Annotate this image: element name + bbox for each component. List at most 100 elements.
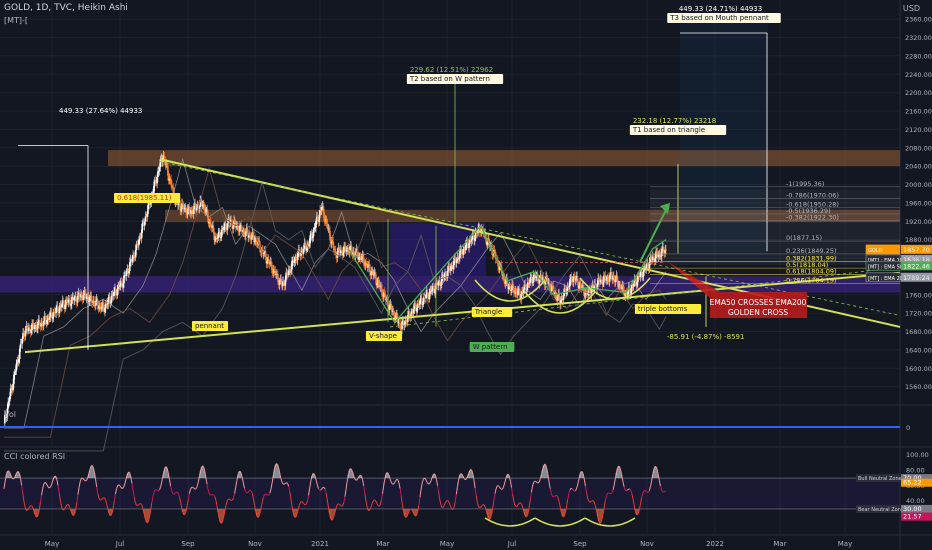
- rsi-line: [375, 500, 378, 504]
- candle-body: [241, 230, 244, 233]
- candle-body: [90, 295, 93, 303]
- rsi-line: [582, 474, 585, 480]
- rsi-line: [48, 486, 51, 489]
- rsi-line: [98, 497, 101, 501]
- rsi-line: [398, 482, 401, 489]
- symbol-title[interactable]: GOLD, 1D, TVC, Heikin Ashi: [4, 3, 128, 13]
- candle-body: [76, 301, 78, 303]
- candle-body: [470, 239, 473, 242]
- candle-body: [277, 281, 280, 285]
- rsi-line: [472, 474, 475, 481]
- candle-body: [170, 179, 172, 186]
- rsi-value: 21.57: [903, 513, 922, 521]
- rsi-line: [229, 499, 232, 501]
- candle-body: [67, 298, 70, 303]
- rsi-pane-label[interactable]: CCI colored RSI: [4, 452, 66, 461]
- candle-body: [426, 291, 429, 297]
- rsi-line: [547, 474, 550, 483]
- triple-bottoms-label: triple bottoms: [638, 305, 688, 313]
- candle-body: [351, 252, 354, 255]
- rsi-line: [148, 516, 151, 522]
- candle-body: [243, 229, 245, 234]
- candle-body: [537, 279, 540, 284]
- candle-body: [265, 257, 268, 264]
- candle-body: [276, 273, 278, 275]
- candle-body: [598, 278, 600, 281]
- rsi-line: [500, 488, 502, 490]
- indicator-legend[interactable]: [MT]-[: [4, 16, 29, 25]
- candle-body: [258, 240, 261, 249]
- candle-body: [129, 258, 132, 263]
- rsi-line: [656, 469, 659, 475]
- candle-body: [148, 201, 150, 206]
- rsi-line: [207, 489, 210, 494]
- candle-body: [498, 266, 500, 270]
- candle-body: [159, 159, 162, 168]
- candle-body: [453, 257, 455, 265]
- candle-body: [8, 401, 10, 403]
- candle-body: [404, 320, 407, 325]
- rsi-line: [132, 490, 135, 498]
- y-tick-label: 2160.00: [905, 108, 932, 116]
- candle-body: [374, 272, 377, 279]
- candle-body: [546, 276, 548, 279]
- candle-body: [166, 164, 168, 167]
- candle-body: [78, 292, 81, 297]
- candle-body: [164, 159, 167, 165]
- rsi-line: [394, 480, 397, 483]
- vol-pane-label[interactable]: Vol: [4, 410, 16, 419]
- rsi-line: [196, 482, 199, 487]
- candle-body: [452, 264, 455, 269]
- candle-body: [518, 288, 521, 296]
- rsi-line: [601, 513, 604, 520]
- rsi-value-bg: [901, 512, 932, 521]
- rsi-line: [386, 472, 389, 474]
- rsi-line: [426, 480, 429, 484]
- rsi-line: [220, 521, 223, 524]
- rsi-value: 65.22: [903, 479, 922, 487]
- candle-body: [115, 293, 118, 296]
- rsi-line: [174, 492, 177, 494]
- candle-body: [94, 303, 96, 306]
- candle-body: [77, 292, 80, 296]
- rsi-line: [160, 481, 163, 487]
- rsi-line: [82, 477, 84, 480]
- candle-body: [313, 227, 316, 230]
- rsi-line: [475, 495, 478, 503]
- golden-cross-line1: EMA50 CROSSES EMA200: [710, 298, 807, 307]
- candle-body: [339, 251, 341, 254]
- rsi-line: [425, 478, 428, 482]
- rsi-line: [341, 505, 344, 507]
- candle-body: [431, 286, 434, 291]
- rsi-line: [569, 488, 572, 491]
- candle-body: [568, 286, 570, 288]
- candle-body: [519, 295, 522, 300]
- rsi-line: [167, 473, 170, 480]
- candle-body: [368, 264, 371, 273]
- candle-body: [407, 311, 410, 316]
- fib-level-label: -1(1995.36): [786, 180, 824, 188]
- rsi-line: [427, 482, 430, 485]
- candle-body: [341, 251, 344, 256]
- candle-body: [661, 248, 663, 256]
- rsi-line: [444, 500, 447, 504]
- ema-10-line: [4, 157, 667, 429]
- rsi-line: [205, 477, 208, 485]
- rsi-line: [252, 498, 255, 505]
- rsi-line: [111, 507, 114, 513]
- candle-body: [102, 302, 105, 308]
- candle-body: [407, 315, 409, 322]
- candle-body: [61, 304, 63, 308]
- rsi-line: [443, 502, 446, 506]
- candle-body: [553, 292, 556, 295]
- candle-body: [253, 241, 256, 243]
- rsi-line: [566, 498, 569, 506]
- rsi-line: [494, 488, 497, 494]
- candle-body: [126, 269, 129, 272]
- candle-body: [529, 277, 532, 283]
- candle-body: [128, 262, 131, 272]
- candle-body: [521, 291, 523, 294]
- rsi-line: [480, 505, 483, 508]
- t2-target-label: T2 based on W pattern: [409, 75, 490, 83]
